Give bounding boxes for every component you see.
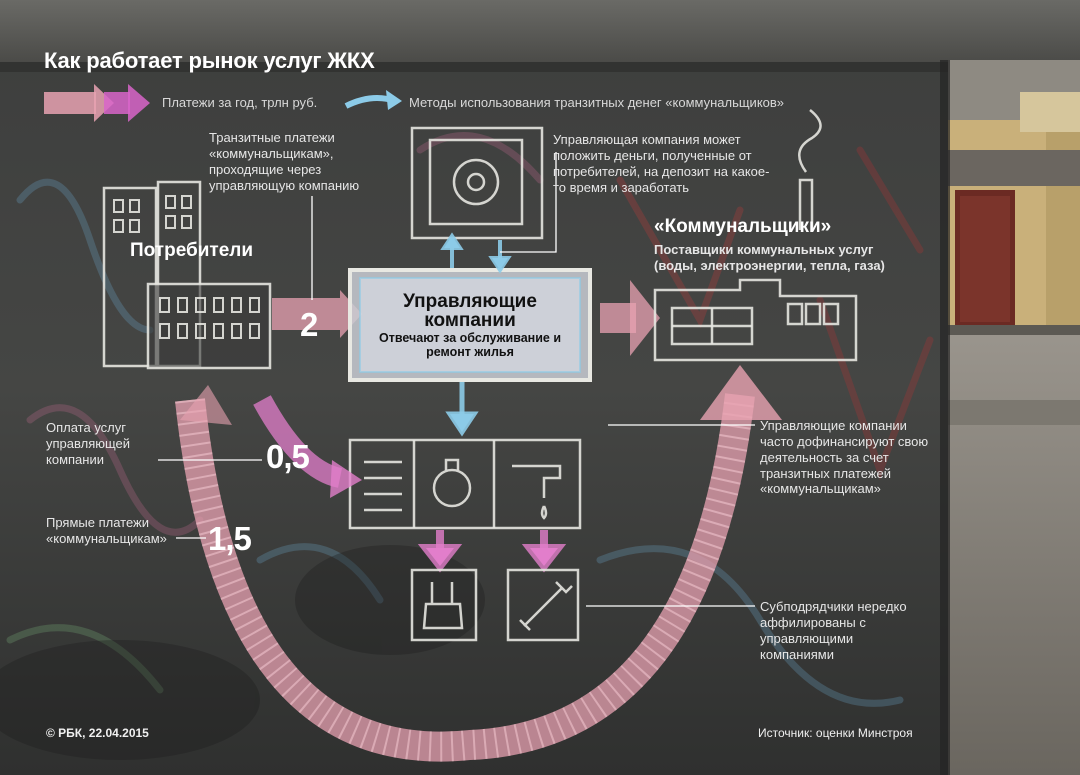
page-title: Как работает рынок услуг ЖКХ [44,48,375,73]
callout-lines [158,152,755,607]
subcontractor-icons [410,568,580,642]
legend-payments-label: Платежи за год, трлн руб. [162,95,318,110]
direct-payment-arrowhead [700,365,782,420]
legend-methods-label: Методы использования транзитных денег «к… [409,95,785,110]
copyright: © РБК, 22.04.2015 [46,726,149,740]
legend-payment-arrows [44,84,150,122]
utilities-description: Поставщики коммунальных услуг (воды, эле… [654,242,885,273]
consumers-label: Потребители [130,240,254,261]
management-fee-value: 0,5 [266,438,310,475]
subcontractors-note: Субподрядчики нередко аффилированы с упр… [760,599,907,662]
management-companies-title: Управляющие компании [403,291,537,331]
utilities-factory-icon [653,109,858,362]
deposit-arrows [440,232,512,274]
concrete-beam [0,0,1080,62]
subcontractor-arrows [417,530,567,573]
canopy [948,150,1080,186]
services-icons [348,438,582,530]
utilities-label: «Коммунальщики» [654,216,832,237]
management-companies-subtitle: Отвечают за обслуживание и ремонт жилья [378,331,562,360]
source: Источник: оценки Минстроя [758,726,913,740]
management-fee-note: Оплата услуг управляющей компании [46,420,131,467]
direct-payment-value: 1,5 [208,520,252,557]
transit-value: 2 [300,306,318,343]
deposit-note: Управляющая компания может положить день… [553,132,770,195]
mc-to-services-arrow [445,382,479,437]
cofinance-note: Управляющие компании часто дофинансируют… [760,418,929,497]
direct-payment-arrow [175,393,755,762]
safe-icon [410,126,544,240]
consumer-buildings-icon [102,180,272,370]
legend-method-arrow [344,90,402,110]
transit-note: Транзитные платежи «коммунальщикам», про… [209,130,360,193]
direct-payment-note: Прямые платежи «коммунальщикам» [46,515,167,546]
